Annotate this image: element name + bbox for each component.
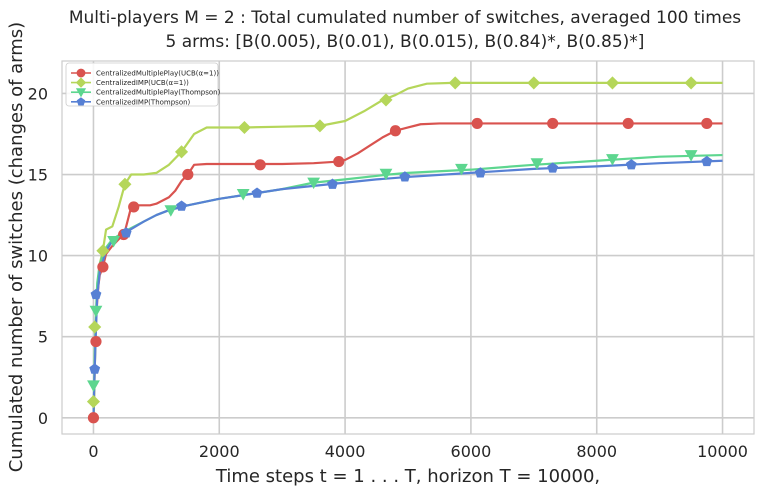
series-2-point (448, 76, 462, 90)
legend: CentralizedMultiplePlay(UCB(α=1))Central… (65, 62, 221, 107)
y-axis-label: Cumulated number of switches (changes of… (6, 22, 27, 472)
series-4-point (625, 159, 637, 170)
x-tick-label: 2000 (199, 442, 240, 461)
y-tick-label: 10 (28, 247, 48, 266)
series-3-point (89, 305, 103, 318)
legend-swatch-marker (76, 97, 86, 106)
legend-swatch-marker (75, 77, 87, 88)
series-1-point (622, 117, 634, 130)
series-3-point (87, 380, 100, 392)
series-4-point (701, 155, 713, 167)
series-1-point (701, 117, 713, 130)
series-2-point (237, 120, 251, 135)
series-1-point (128, 201, 140, 213)
x-tick-label: 10000 (697, 442, 748, 461)
series-2-point (379, 93, 393, 107)
series-2-point (605, 76, 620, 90)
series-3-point (606, 154, 619, 166)
series-3-point (164, 205, 178, 217)
series-3-point (530, 158, 544, 170)
y-tick-label: 0 (38, 409, 48, 428)
series-2-point (684, 76, 698, 90)
series-4-point (474, 167, 486, 178)
x-tick-label: 8000 (576, 442, 617, 461)
series-4-point (89, 363, 101, 374)
series-1-point (182, 168, 194, 181)
series-4-point (90, 288, 102, 300)
series-4-point (176, 200, 187, 211)
series-1-point (547, 117, 559, 130)
y-tick-label: 5 (38, 328, 48, 347)
series-3-point (455, 163, 468, 176)
series-3-point (307, 177, 321, 190)
series-2-point (86, 395, 101, 409)
legend-label: CentralizedIMP(Thompson) (96, 98, 191, 106)
series-3-point (379, 168, 393, 181)
legend-box (65, 62, 219, 107)
x-axis-ticks: 0 2000 4000 6000 8000 10000 (88, 442, 748, 461)
series-4-point (399, 171, 411, 182)
legend-label: CentralizedMultiplePlay(Thompson) (96, 89, 221, 97)
series-1-point (333, 155, 345, 168)
series-markers (86, 76, 713, 424)
legend-swatch-marker (75, 88, 87, 98)
series-2-point (174, 145, 189, 159)
series-1-point (389, 125, 402, 137)
x-tick-label: 4000 (325, 442, 366, 461)
chart-subtitle: 5 arms: [B(0.005), B(0.01), B(0.015), B(… (166, 32, 645, 52)
legend-label: CentralizedIMP(UCB(α=1)) (96, 79, 189, 87)
series-2-point (118, 177, 132, 191)
series-4-point (547, 162, 559, 173)
series-1-point (471, 117, 483, 130)
series-lines (92, 81, 723, 418)
series-4-point (120, 227, 132, 238)
series-1-point (87, 412, 100, 424)
plot-frame (61, 60, 755, 435)
series-4-point (327, 178, 338, 189)
series-3-point (684, 150, 698, 162)
series-1-point (254, 159, 266, 171)
x-tick-label: 6000 (451, 442, 492, 461)
series-2-point (313, 119, 327, 133)
series-1-point (90, 335, 102, 348)
y-axis-ticks: 0 5 10 15 20 (28, 84, 48, 427)
x-axis-label: Time steps t = 1 . . . T, horizon T = 10… (215, 466, 600, 487)
y-tick-label: 20 (28, 84, 48, 103)
series-4-point (251, 187, 263, 198)
plot-area (61, 60, 755, 435)
legend-swatch-marker (76, 68, 86, 78)
series-2-point (88, 320, 102, 334)
legend-label: CentralizedMultiplePlay(UCB(α=1)) (96, 70, 219, 78)
series-3-point (236, 189, 250, 201)
y-tick-label: 15 (28, 166, 48, 185)
series-3-point (107, 236, 120, 248)
series-1-point (97, 261, 109, 273)
x-tick-label: 0 (88, 442, 98, 461)
series-2-point (527, 76, 541, 90)
series-2-point (96, 244, 110, 258)
chart-title: Multi-players M = 2 : Total cumulated nu… (69, 8, 741, 28)
